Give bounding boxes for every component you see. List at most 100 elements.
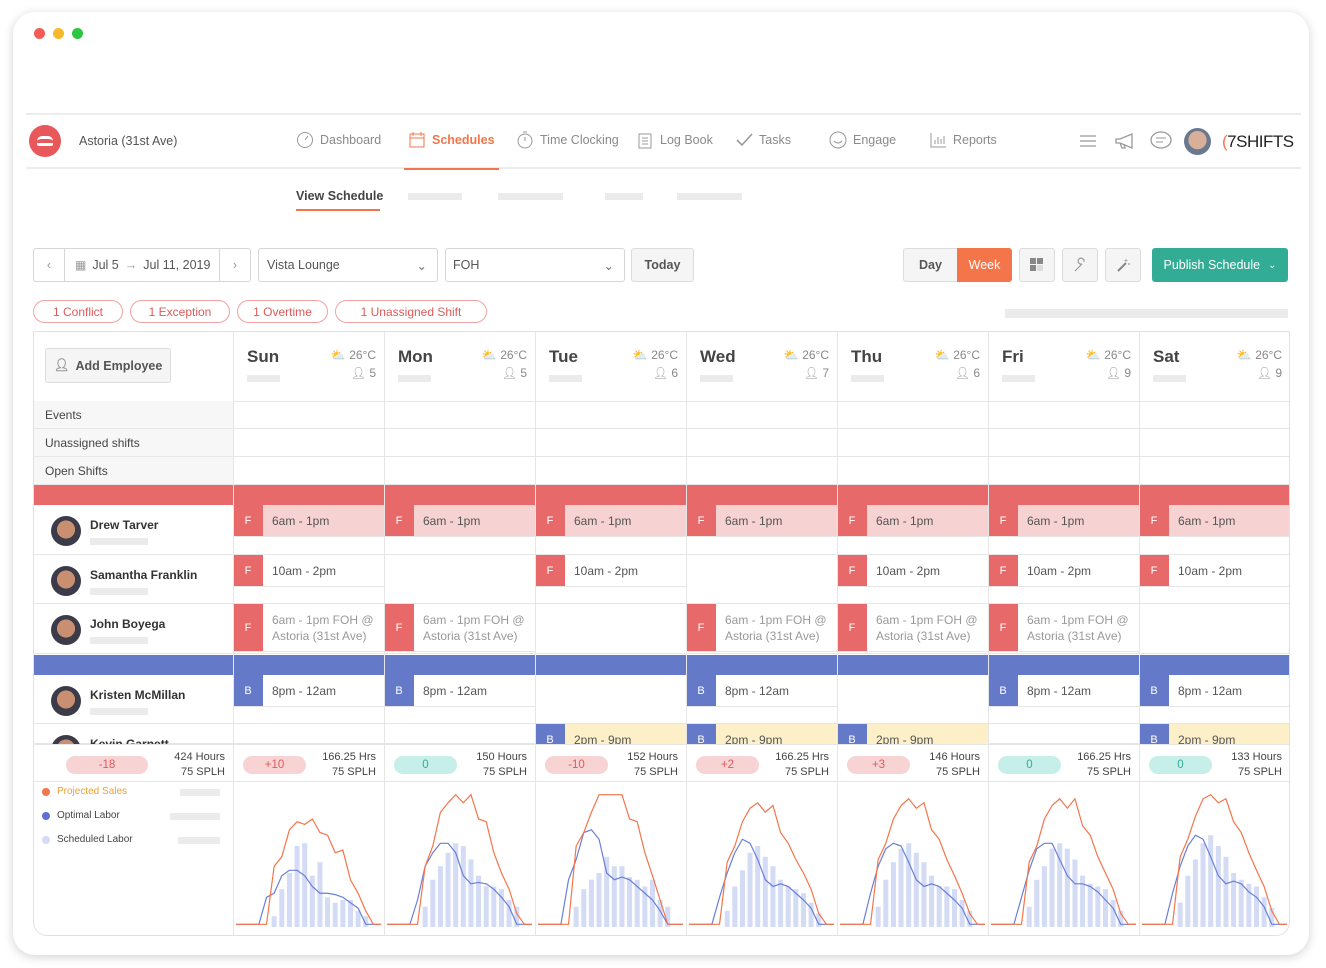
tab-placeholder[interactable] (677, 193, 742, 200)
minimize-window-button[interactable] (53, 28, 64, 39)
shift-block[interactable]: B 8pm - 12am (233, 675, 384, 707)
chat-icon[interactable] (1149, 130, 1173, 152)
employee-row[interactable]: Kevin Garnett (34, 724, 233, 765)
boh-section-bar (34, 655, 1289, 675)
shift-role-tag: B (686, 675, 716, 706)
shift-block[interactable]: F 6am - 1pm (837, 505, 988, 537)
alert-filter-pill[interactable]: 1 Overtime (237, 300, 328, 323)
employee-name[interactable]: John Boyega (90, 617, 166, 631)
shift-time: 10am - 2pm (1027, 563, 1092, 578)
day-header-thu[interactable]: Thu ⛅ 26°C 👤︎ 6 (837, 332, 988, 401)
shift-block[interactable]: F 10am - 2pm (837, 555, 988, 587)
auto-schedule-button[interactable] (1105, 248, 1141, 282)
week-view-button[interactable]: Week (957, 248, 1012, 282)
menu-icon[interactable] (1078, 132, 1098, 150)
scheduled-labor-bar (762, 856, 768, 927)
shift-role-tag: F (1139, 555, 1169, 586)
labor-variance-badge: 0 (1149, 756, 1212, 774)
shift-block[interactable]: F 6am - 1pm (686, 505, 837, 537)
nav-dashboard[interactable]: Dashboard (296, 131, 381, 149)
shift-block[interactable]: B 8pm - 12am (1139, 675, 1289, 707)
nav-tasks[interactable]: Tasks (735, 131, 791, 149)
shift-block[interactable]: F 10am - 2pm (233, 555, 384, 587)
labor-stats-cell: +3 146 Hours 75 SPLH (837, 744, 988, 782)
user-avatar[interactable] (1184, 128, 1211, 155)
shift-block[interactable]: F 6am - 1pm (988, 505, 1139, 537)
tab-placeholder[interactable] (408, 193, 462, 200)
shift-block[interactable]: F 6am - 1pm (384, 505, 535, 537)
shift-time: 6am - 1pm (876, 513, 934, 528)
shift-block[interactable]: F 10am - 2pm (1139, 555, 1289, 587)
shift-block[interactable]: F 6am - 1pm FOH @ Astoria (31st Ave) (686, 604, 837, 652)
nav-log-book[interactable]: Log Book (636, 131, 713, 149)
add-employee-button[interactable]: 👤︎ Add Employee (45, 348, 171, 383)
day-header-wed[interactable]: Wed ⛅ 26°C 👤︎ 7 (686, 332, 837, 401)
settings-button[interactable] (1062, 248, 1098, 282)
location-select[interactable]: Vista Lounge ⌄ (258, 248, 438, 282)
alert-filter-pill[interactable]: 1 Exception (130, 300, 230, 323)
next-week-button[interactable]: › (219, 249, 250, 281)
scheduled-labor-bar (951, 889, 957, 927)
date-range-picker[interactable]: ‹ ▦ Jul 5 → Jul 11, 2019 › (33, 248, 251, 282)
nav-schedules[interactable]: Schedules (408, 131, 495, 149)
shift-block[interactable]: F 6am - 1pm (1139, 505, 1289, 537)
employee-row[interactable]: Kristen McMillan (34, 675, 233, 724)
location-name[interactable]: Astoria (31st Ave) (79, 134, 178, 148)
close-window-button[interactable] (34, 28, 45, 39)
shift-role-tag: F (988, 555, 1018, 586)
location-logo-icon[interactable] (29, 125, 61, 157)
shift-block[interactable]: F 6am - 1pm (535, 505, 686, 537)
shift-time: 8pm - 12am (1027, 683, 1092, 698)
department-select[interactable]: FOH ⌄ (445, 248, 625, 282)
day-header-sat[interactable]: Sat ⛅ 26°C 👤︎ 9 (1139, 332, 1289, 401)
shift-block[interactable]: F 6am - 1pm FOH @ Astoria (31st Ave) (233, 604, 384, 652)
prev-week-button[interactable]: ‹ (34, 249, 65, 281)
employee-count: 5 (520, 366, 527, 380)
day-view-button[interactable]: Day (903, 248, 958, 282)
employee-name[interactable]: Kristen McMillan (90, 688, 186, 702)
shift-block[interactable]: F 6am - 1pm FOH @ Astoria (31st Ave) (988, 604, 1139, 652)
nav-time-clocking[interactable]: Time Clocking (516, 131, 619, 149)
legend-label: Scheduled Labor (57, 834, 133, 845)
publish-label: Publish Schedule (1163, 258, 1261, 272)
day-header-tue[interactable]: Tue ⛅ 26°C 👤︎ 6 (535, 332, 686, 401)
placeholder (549, 375, 582, 382)
alert-filter-pill[interactable]: 1 Unassigned Shift (335, 300, 487, 323)
day-header-mon[interactable]: Mon ⛅ 26°C 👤︎ 5 (384, 332, 535, 401)
tab-view-schedule[interactable]: View Schedule (296, 189, 384, 203)
row-cells[interactable] (233, 429, 1289, 457)
employee-name[interactable]: Samantha Franklin (90, 568, 198, 582)
shift-block[interactable]: F 6am - 1pm FOH @ Astoria (31st Ave) (384, 604, 535, 652)
placeholder-bar (1005, 309, 1288, 318)
tab-placeholder[interactable] (498, 193, 563, 200)
shift-block[interactable]: B 8pm - 12am (686, 675, 837, 707)
day-header-sun[interactable]: Sun ⛅ 26°C 👤︎ 5 (233, 332, 384, 401)
shift-block[interactable]: F 10am - 2pm (535, 555, 686, 587)
placeholder (247, 375, 280, 382)
shift-block[interactable]: F 6am - 1pm (233, 505, 384, 537)
row-cells[interactable] (233, 457, 1289, 485)
layout-button[interactable] (1019, 248, 1055, 282)
today-button[interactable]: Today (631, 248, 694, 282)
shift-block[interactable]: B 8pm - 12am (384, 675, 535, 707)
shift-block[interactable]: F 10am - 2pm (988, 555, 1139, 587)
megaphone-icon[interactable] (1113, 131, 1137, 151)
alert-filter-pill[interactable]: 1 Conflict (33, 300, 123, 323)
day-header-fri[interactable]: Fri ⛅ 26°C 👤︎ 9 (988, 332, 1139, 401)
employee-row[interactable]: John Boyega (34, 604, 233, 654)
scheduled-labor-bar (1238, 879, 1244, 927)
employee-name[interactable]: Drew Tarver (90, 518, 159, 532)
maximize-window-button[interactable] (72, 28, 83, 39)
nav-reports[interactable]: Reports (929, 131, 997, 149)
row-cells[interactable] (233, 401, 1289, 429)
publish-schedule-button[interactable]: Publish Schedule ⌄ (1152, 248, 1288, 282)
7shifts-logo: (7SHIFTS (1222, 132, 1294, 151)
shift-block[interactable]: F 6am - 1pm FOH @ Astoria (31st Ave) (837, 604, 988, 652)
projected-sales-line (1142, 793, 1287, 925)
shift-role-tag: F (686, 604, 716, 651)
tab-placeholder[interactable] (605, 193, 643, 200)
employee-row[interactable]: Samantha Franklin (34, 555, 233, 604)
shift-block[interactable]: B 8pm - 12am (988, 675, 1139, 707)
nav-engage[interactable]: Engage (829, 131, 896, 149)
employee-row[interactable]: Drew Tarver (34, 505, 233, 555)
